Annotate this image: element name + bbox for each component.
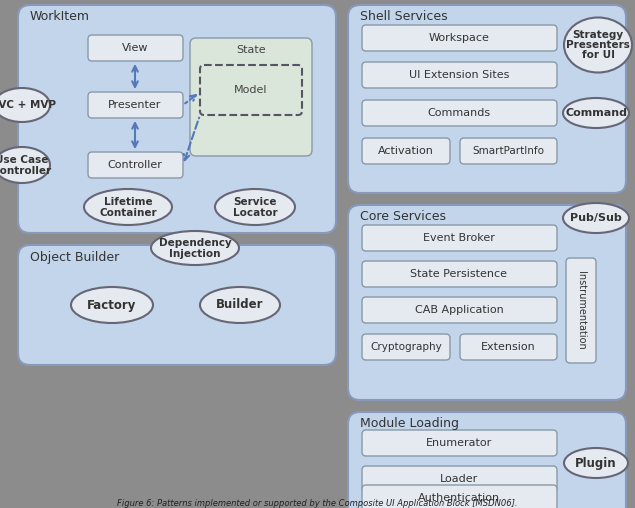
Text: Factory: Factory <box>88 299 137 311</box>
Ellipse shape <box>564 17 632 73</box>
Text: Shell Services: Shell Services <box>360 11 448 23</box>
Text: Commands: Commands <box>427 108 491 118</box>
FancyBboxPatch shape <box>362 261 557 287</box>
FancyBboxPatch shape <box>348 5 626 193</box>
Text: Dependency: Dependency <box>159 238 231 248</box>
Text: Command: Command <box>565 108 627 118</box>
Text: Authentication: Authentication <box>418 493 500 503</box>
Ellipse shape <box>563 203 629 233</box>
FancyBboxPatch shape <box>88 152 183 178</box>
Text: UI Extension Sites: UI Extension Sites <box>409 70 509 80</box>
Text: MVC + MVP: MVC + MVP <box>0 100 56 110</box>
Ellipse shape <box>563 98 629 128</box>
Text: CAB Application: CAB Application <box>415 305 504 315</box>
Text: Container: Container <box>99 208 157 218</box>
Text: Figure 6: Patterns implemented or supported by the Composite UI Application Bloc: Figure 6: Patterns implemented or suppor… <box>117 498 518 507</box>
Text: Presenter: Presenter <box>109 100 162 110</box>
Text: Controller: Controller <box>107 160 163 170</box>
FancyBboxPatch shape <box>362 100 557 126</box>
Ellipse shape <box>84 189 172 225</box>
Text: Plugin: Plugin <box>575 457 617 469</box>
Ellipse shape <box>71 287 153 323</box>
Text: View: View <box>122 43 148 53</box>
Ellipse shape <box>215 189 295 225</box>
Text: Pub/Sub: Pub/Sub <box>570 213 622 223</box>
FancyBboxPatch shape <box>362 485 557 508</box>
Ellipse shape <box>0 88 50 122</box>
Text: Extension: Extension <box>481 342 535 352</box>
Text: Core Services: Core Services <box>360 210 446 224</box>
Ellipse shape <box>151 231 239 265</box>
FancyBboxPatch shape <box>362 466 557 492</box>
FancyBboxPatch shape <box>566 258 596 363</box>
Text: Presenters: Presenters <box>566 40 630 50</box>
Text: Activation: Activation <box>378 146 434 156</box>
Text: Lifetime: Lifetime <box>104 197 152 207</box>
Text: Cryptography: Cryptography <box>370 342 442 352</box>
Text: Object Builder: Object Builder <box>30 250 119 264</box>
Text: Builder: Builder <box>217 299 264 311</box>
FancyBboxPatch shape <box>348 412 626 508</box>
FancyBboxPatch shape <box>362 334 450 360</box>
Text: Controller: Controller <box>0 166 51 176</box>
Text: Service: Service <box>233 197 277 207</box>
FancyBboxPatch shape <box>362 62 557 88</box>
FancyBboxPatch shape <box>88 92 183 118</box>
Text: Strategy: Strategy <box>572 30 624 40</box>
Text: State Persistence: State Persistence <box>410 269 507 279</box>
FancyBboxPatch shape <box>200 65 302 115</box>
Text: Enumerator: Enumerator <box>426 438 492 448</box>
FancyBboxPatch shape <box>460 334 557 360</box>
Text: Loader: Loader <box>440 474 478 484</box>
FancyBboxPatch shape <box>88 35 183 61</box>
Text: for UI: for UI <box>582 50 615 60</box>
Ellipse shape <box>564 448 628 478</box>
FancyBboxPatch shape <box>362 430 557 456</box>
Text: Locator: Locator <box>232 208 277 218</box>
Text: Model: Model <box>234 85 268 95</box>
FancyBboxPatch shape <box>18 5 336 233</box>
Ellipse shape <box>0 147 50 183</box>
FancyBboxPatch shape <box>18 245 336 365</box>
FancyBboxPatch shape <box>362 225 557 251</box>
Text: Instrumentation: Instrumentation <box>576 271 586 350</box>
FancyBboxPatch shape <box>190 38 312 156</box>
Text: Injection: Injection <box>170 249 221 259</box>
Ellipse shape <box>200 287 280 323</box>
FancyBboxPatch shape <box>362 297 557 323</box>
FancyBboxPatch shape <box>348 205 626 400</box>
Text: Workspace: Workspace <box>429 33 490 43</box>
FancyBboxPatch shape <box>362 25 557 51</box>
Text: WorkItem: WorkItem <box>30 11 90 23</box>
Text: Use Case: Use Case <box>0 155 49 165</box>
Text: Event Broker: Event Broker <box>423 233 495 243</box>
Text: State: State <box>236 45 266 55</box>
Text: SmartPartInfo: SmartPartInfo <box>472 146 544 156</box>
FancyBboxPatch shape <box>460 138 557 164</box>
Text: Module Loading: Module Loading <box>360 418 459 430</box>
FancyBboxPatch shape <box>362 138 450 164</box>
